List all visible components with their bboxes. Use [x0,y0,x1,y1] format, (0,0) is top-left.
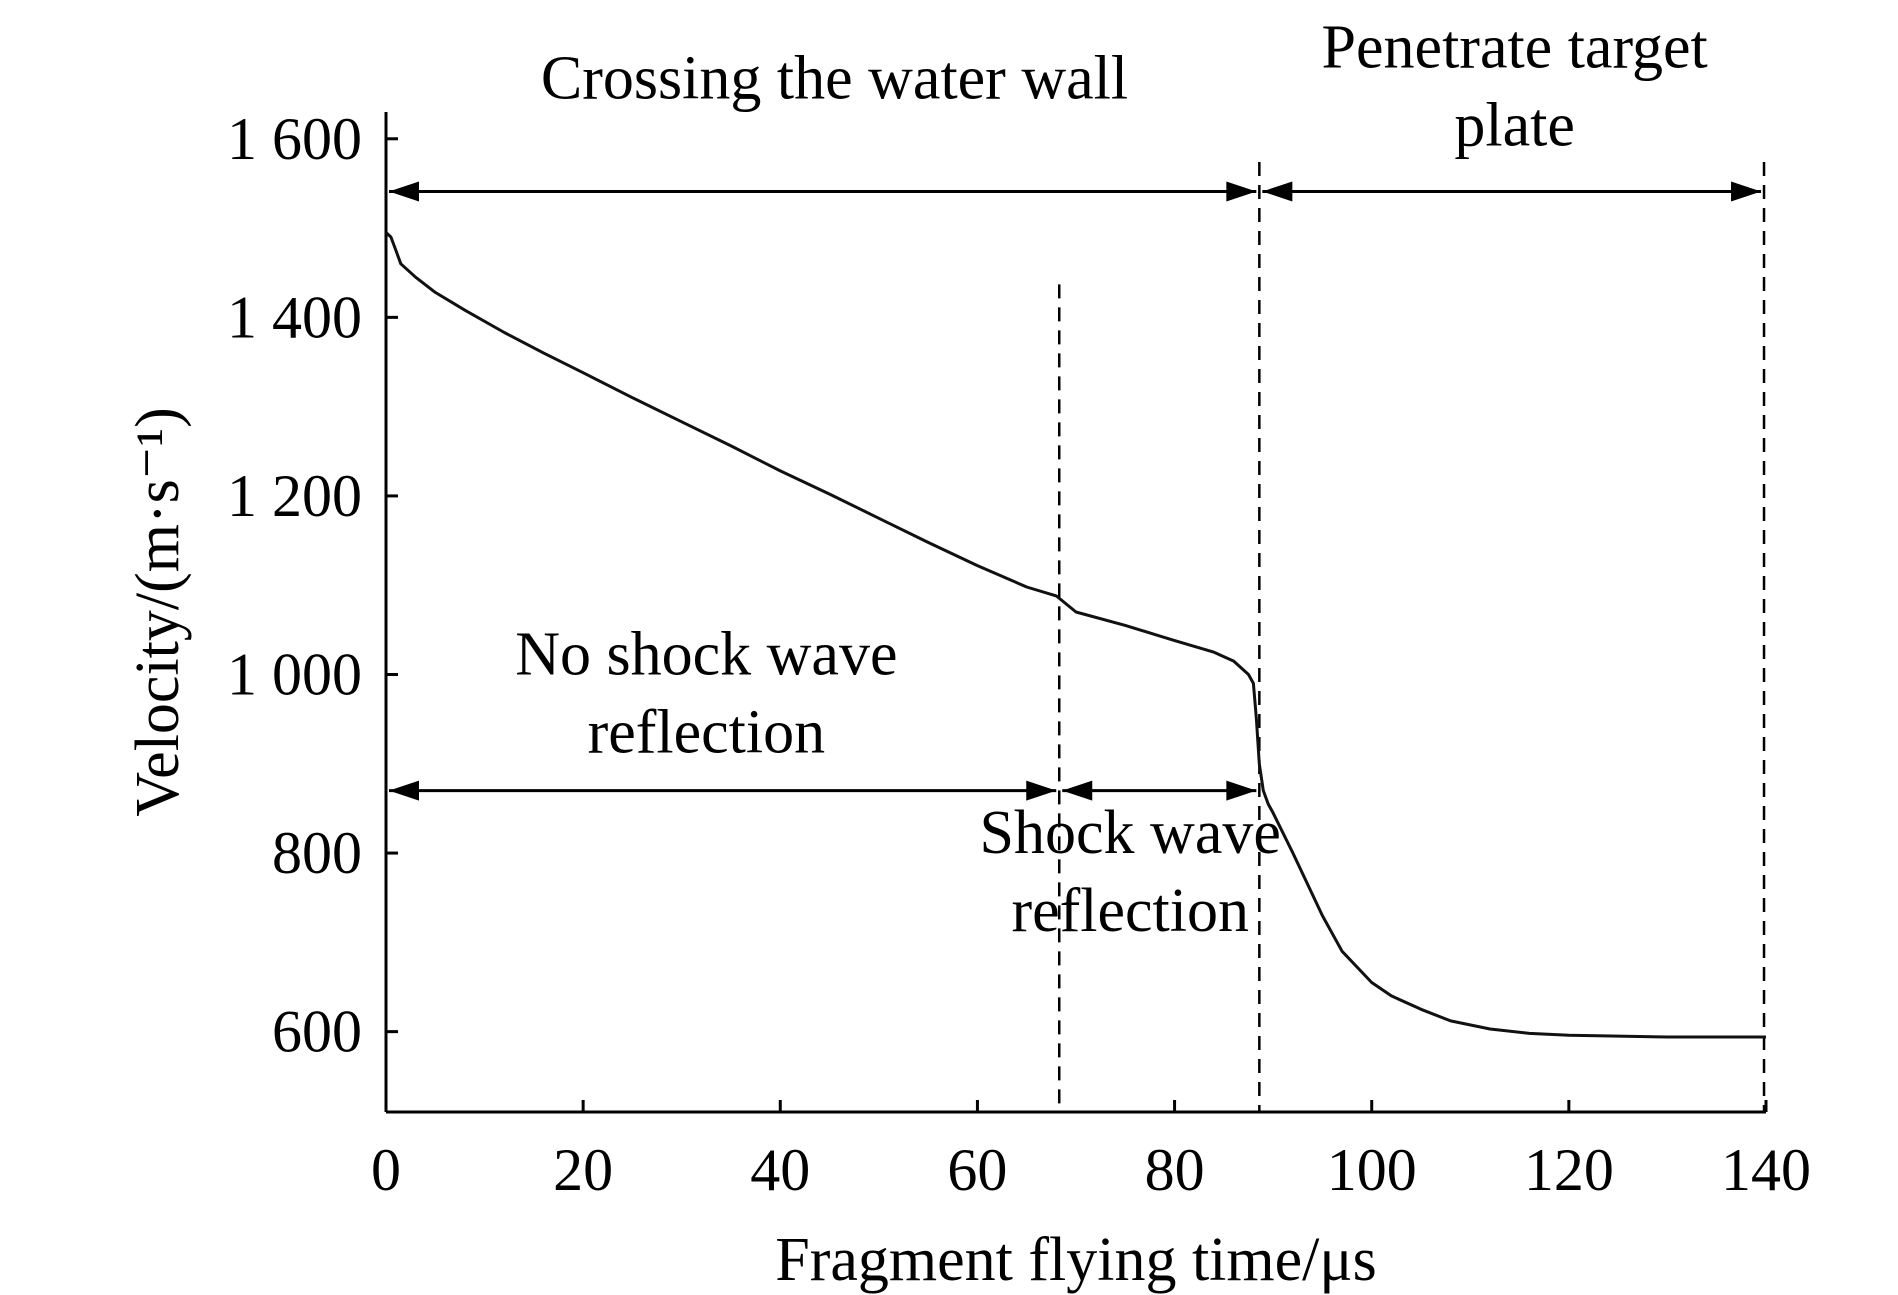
x-tick-label: 100 [1327,1137,1417,1203]
annotation-line: Crossing the water wall [541,45,1128,113]
span-arrows [389,181,1762,801]
reference-lines [1057,162,1766,1112]
annotation-line: Shock wave [980,799,1281,867]
x-tick-label: 80 [1145,1137,1205,1203]
span-arrowhead-right [1026,780,1057,801]
x-tick-label: 60 [947,1137,1007,1203]
x-tick-label: 140 [1721,1137,1811,1203]
series-group [384,231,1766,1039]
x-axis-title: Fragment flying time/μs [775,1226,1377,1294]
annotation-line: No shock wave [515,621,897,689]
y-tick-label: 600 [272,999,362,1065]
annotations: Crossing the water wall Penetrate target p… [515,13,1707,945]
annotation-water-label: Crossing the water wall [541,45,1128,113]
x-tick-label: 0 [371,1137,401,1203]
plot-axes [384,112,1766,1114]
span-arrowhead-left [1262,181,1293,202]
span-arrowhead-right [1226,780,1257,801]
y-tick-label: 800 [272,820,362,886]
x-tick-label: 40 [750,1137,810,1203]
y-tick-label: 1 600 [227,106,362,172]
annotation-noshock-label: No shock wave reflection [515,621,897,767]
y-tick-label: 1 400 [227,284,362,350]
span-arrowhead-right [1731,181,1762,202]
span-arrowhead-left [1062,780,1093,801]
x-axis-ticks: 0 20 40 60 80 100 120 140 [371,1100,1811,1203]
x-tick-label: 20 [553,1137,613,1203]
annotation-line: plate [1454,91,1575,159]
span-arrowhead-right [1226,181,1257,202]
annotation-target-label: Penetrate target plate [1322,13,1708,159]
y-axis-ticks: 600 800 1 000 1 200 1 400 1 600 [227,106,398,1065]
velocity-series-line [384,231,1766,1039]
span-arrowhead-left [389,780,419,801]
y-axis-title: Velocity/(m·s⁻¹) [124,407,192,816]
annotation-shock-label: Shock wave reflection [980,799,1281,945]
y-tick-label: 1 200 [227,463,362,529]
x-tick-label: 120 [1524,1137,1614,1203]
y-tick-label: 1 000 [227,642,362,708]
annotation-line: reflection [588,699,826,767]
annotation-line: Penetrate target [1322,13,1708,81]
span-arrowhead-left [389,181,419,202]
annotation-line: reflection [1011,877,1249,945]
